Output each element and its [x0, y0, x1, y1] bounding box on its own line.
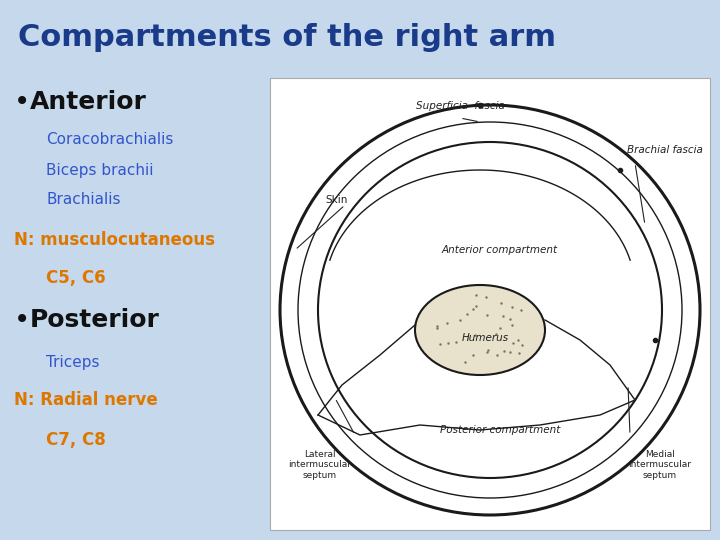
Text: •: •: [14, 306, 30, 334]
Text: N: Radial nerve: N: Radial nerve: [14, 391, 158, 409]
Text: Biceps brachii: Biceps brachii: [46, 163, 153, 178]
Text: Medial
intermuscular
septum: Medial intermuscular septum: [629, 450, 691, 480]
Text: Posterior compartment: Posterior compartment: [440, 425, 560, 435]
Text: Triceps: Triceps: [46, 354, 99, 369]
Text: Anterior compartment: Anterior compartment: [442, 245, 558, 255]
Text: Compartments of the right arm: Compartments of the right arm: [18, 24, 556, 52]
Text: C7, C8: C7, C8: [46, 431, 106, 449]
Text: •: •: [14, 88, 30, 116]
Text: C5, C6: C5, C6: [46, 269, 106, 287]
Ellipse shape: [415, 285, 545, 375]
Bar: [270, 78, 710, 530]
Text: N: musculocutaneous: N: musculocutaneous: [14, 231, 215, 249]
Text: Superficia  fascia: Superficia fascia: [415, 101, 505, 111]
Text: Brachial fascia: Brachial fascia: [627, 145, 703, 155]
Text: Skin: Skin: [325, 195, 347, 205]
Text: Posterior: Posterior: [30, 308, 160, 332]
Text: Lateral
intermuscular
septum: Lateral intermuscular septum: [289, 450, 351, 480]
Text: Humerus: Humerus: [462, 333, 508, 343]
Text: Anterior: Anterior: [30, 90, 147, 114]
Text: Brachialis: Brachialis: [46, 192, 120, 207]
Text: Coracobrachialis: Coracobrachialis: [46, 132, 174, 147]
